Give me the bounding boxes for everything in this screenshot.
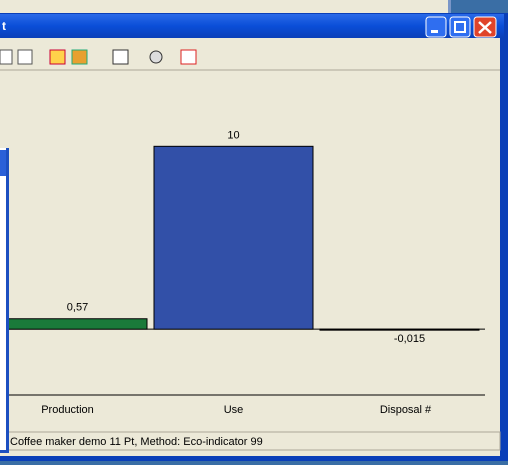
overlap-window-border [6,148,9,453]
value-label: 10 [227,129,239,141]
tool-window[interactable] [180,49,197,65]
x-tick-label: Disposal # [380,404,432,416]
close-button[interactable] [473,16,497,38]
value-label: 0,57 [67,302,88,314]
overlap-window-bottom [0,450,9,453]
tool-paste[interactable] [17,49,33,65]
window-title: t [2,19,6,33]
maximize-button[interactable] [449,16,471,38]
background-window-border [448,0,451,14]
tool-sort[interactable] [112,49,129,65]
title-bar [0,14,504,38]
tool-copy[interactable] [0,49,13,65]
toolbar [0,49,500,71]
x-tick-label: Production [41,404,94,416]
tool-lock[interactable] [149,50,163,64]
tool-colors[interactable] [71,49,88,65]
status-text: Coffee maker demo 11 Pt, Method: Eco-ind… [10,436,263,448]
bar [7,318,148,330]
tool-chart[interactable] [49,49,66,65]
minimize-button[interactable] [425,16,447,38]
x-tick-label: Use [224,404,244,416]
value-label: -0,015 [394,333,425,345]
bar [319,328,480,331]
chart: 0,57 Production 10 Use -0,015 Disposal # [7,129,485,416]
background-window [0,0,450,14]
overlap-window [0,148,9,453]
overlap-window-title [0,150,6,176]
bar [153,145,314,330]
status-bar [0,431,501,451]
